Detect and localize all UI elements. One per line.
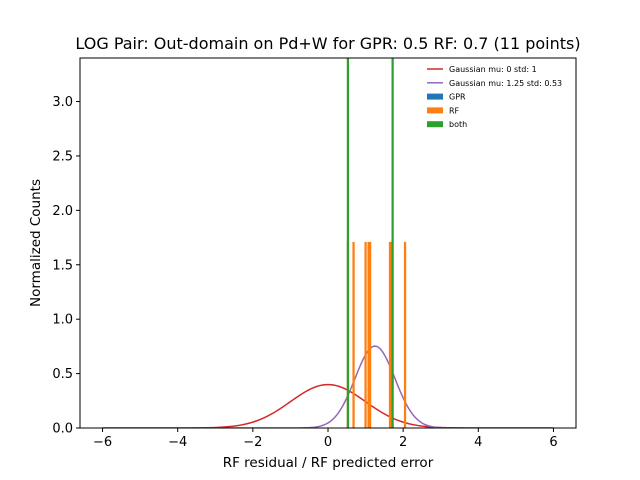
bar-rf-3 [367,241,370,428]
y-tick-label: 3.0 [52,95,73,110]
x-axis-label: RF residual / RF predicted error [223,455,434,471]
x-tick-label: 4 [474,435,482,450]
legend-swatch-3 [427,107,443,114]
y-axis-label: Normalized Counts [28,179,44,307]
y-tick-label: 2.0 [52,204,73,219]
x-tick-label: −6 [93,435,112,450]
bar-both-0 [346,58,350,428]
x-tick-label: 0 [324,435,332,450]
legend-label-1: Gaussian mu: 1.25 std: 0.53 [449,79,562,88]
x-tick-label: −4 [168,435,187,450]
x-tick-label: 2 [399,435,407,450]
x-tick-label: 6 [549,435,557,450]
legend: Gaussian mu: 0 std: 1 Gaussian mu: 1.25 s… [427,65,562,129]
bar-rf-5 [388,241,392,428]
chart-title: LOG Pair: Out-domain on Pd+W for GPR: 0.… [75,34,580,53]
legend-label-3: RF [449,106,460,115]
legend-swatch-4 [427,121,443,128]
y-tick-label: 0.0 [52,422,73,437]
legend-label-4: both [449,120,467,129]
y-tick-label: 1.5 [52,258,73,273]
bar-both-1 [391,58,394,428]
gaussian-curve-1 [102,345,554,428]
y-tick-label: 1.0 [52,313,73,328]
bar-rf-1 [352,241,355,428]
bar-rf-2 [364,241,367,428]
x-tick-label: −2 [243,435,262,450]
bar-rf-4 [368,241,372,428]
legend-label-0: Gaussian mu: 0 std: 1 [449,65,537,74]
y-tick-label: 0.5 [52,367,73,382]
legend-label-2: GPR [449,93,466,102]
y-tick-label: 2.5 [52,149,73,164]
bar-rf-7 [403,241,407,428]
legend-swatch-2 [427,93,443,100]
